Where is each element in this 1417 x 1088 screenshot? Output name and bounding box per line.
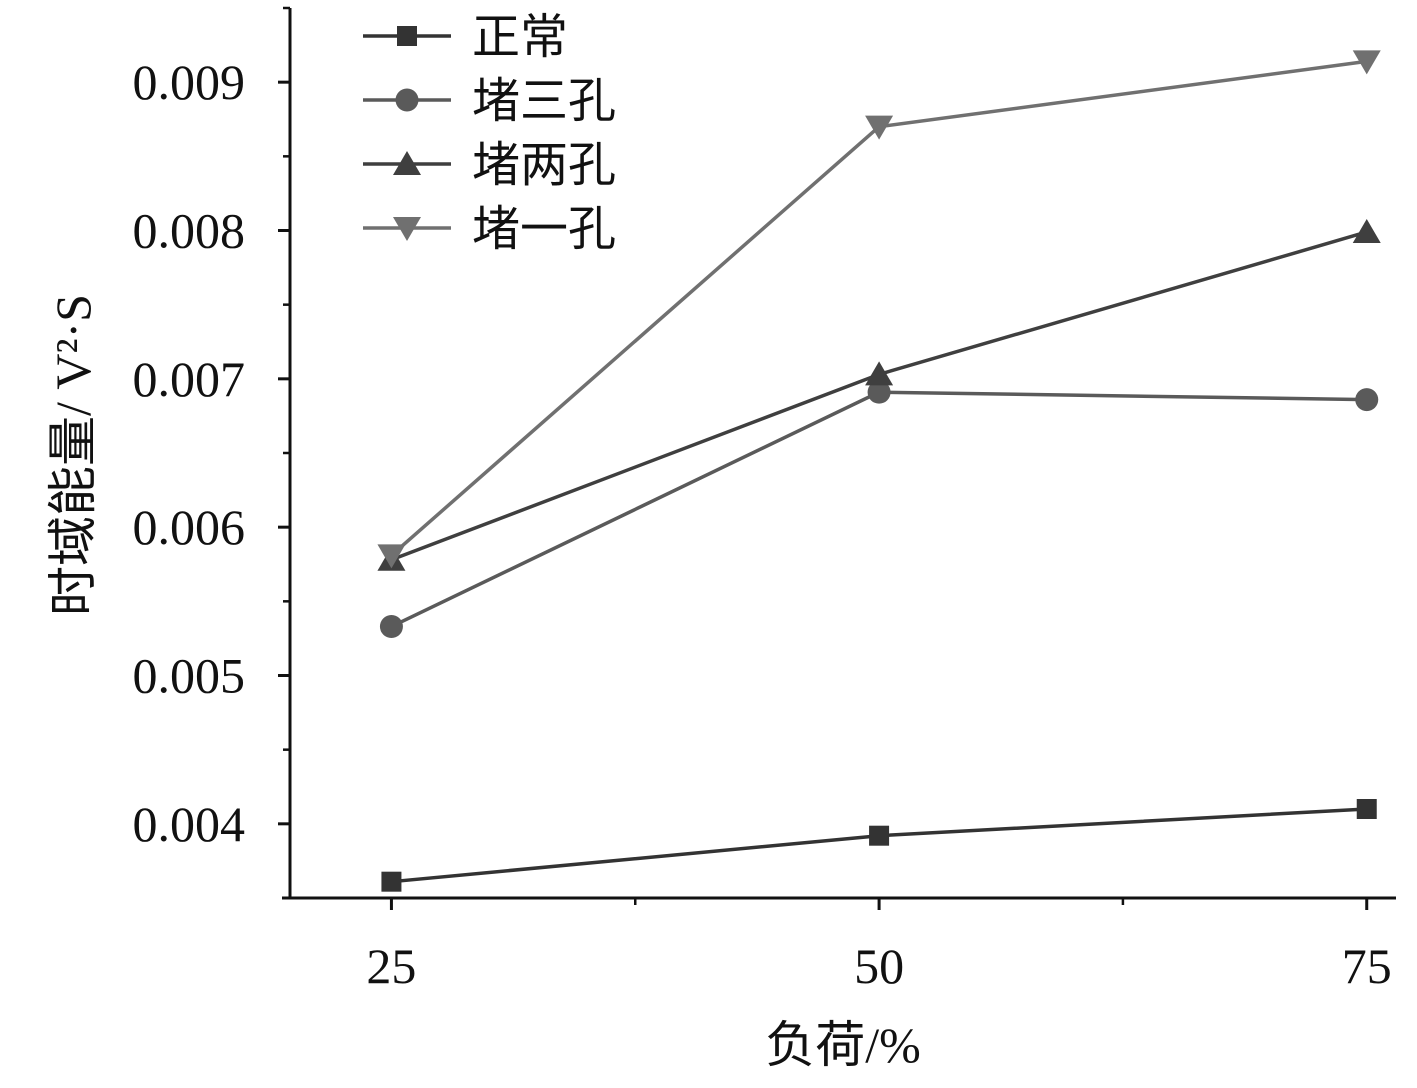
y-tick-label: 0.006 — [133, 499, 246, 555]
legend-item: 堵一孔 — [363, 203, 616, 256]
y-tick-label: 0.009 — [133, 54, 246, 110]
data-point — [1356, 799, 1377, 819]
data-point — [1352, 218, 1381, 243]
legend-label: 堵三孔 — [472, 75, 616, 128]
x-axis-title: 负荷/% — [765, 1017, 921, 1073]
legend-label: 堵两孔 — [472, 139, 616, 192]
data-point — [869, 825, 890, 846]
data-point — [379, 615, 403, 639]
y-tick-label: 0.004 — [133, 796, 246, 852]
legend-label: 堵一孔 — [472, 203, 616, 256]
legend-item: 堵三孔 — [363, 75, 616, 128]
legend-marker — [397, 26, 417, 46]
x-tick-label: 25 — [366, 938, 416, 994]
legend-marker — [393, 151, 421, 175]
x-tick-label: 75 — [1342, 938, 1392, 994]
data-point — [1352, 50, 1381, 75]
series-layer — [377, 50, 1381, 892]
legend-marker — [395, 88, 419, 112]
data-point — [377, 544, 406, 569]
legend-marker — [393, 217, 421, 241]
data-point — [867, 380, 891, 404]
y-tick-label: 0.007 — [133, 351, 246, 407]
legend-item: 正常 — [363, 11, 568, 64]
y-tick-label: 0.005 — [133, 648, 246, 704]
series-1 — [381, 799, 1377, 892]
y-tick-label: 0.008 — [133, 203, 246, 259]
y-axis-title: 时域能量/ V²·S — [45, 294, 101, 616]
axes: 0.004 0.005 0.006 0.007 0.008 0.009 25 50 75 — [133, 6, 1396, 994]
data-point — [865, 115, 894, 140]
series-4 — [377, 50, 1381, 569]
data-point — [381, 871, 402, 892]
data-point — [865, 361, 894, 386]
series-2 — [379, 380, 1379, 639]
legend-item: 堵两孔 — [363, 139, 616, 192]
x-tick-label: 50 — [854, 938, 904, 994]
legend-label: 正常 — [472, 11, 568, 64]
data-point — [1355, 388, 1379, 412]
